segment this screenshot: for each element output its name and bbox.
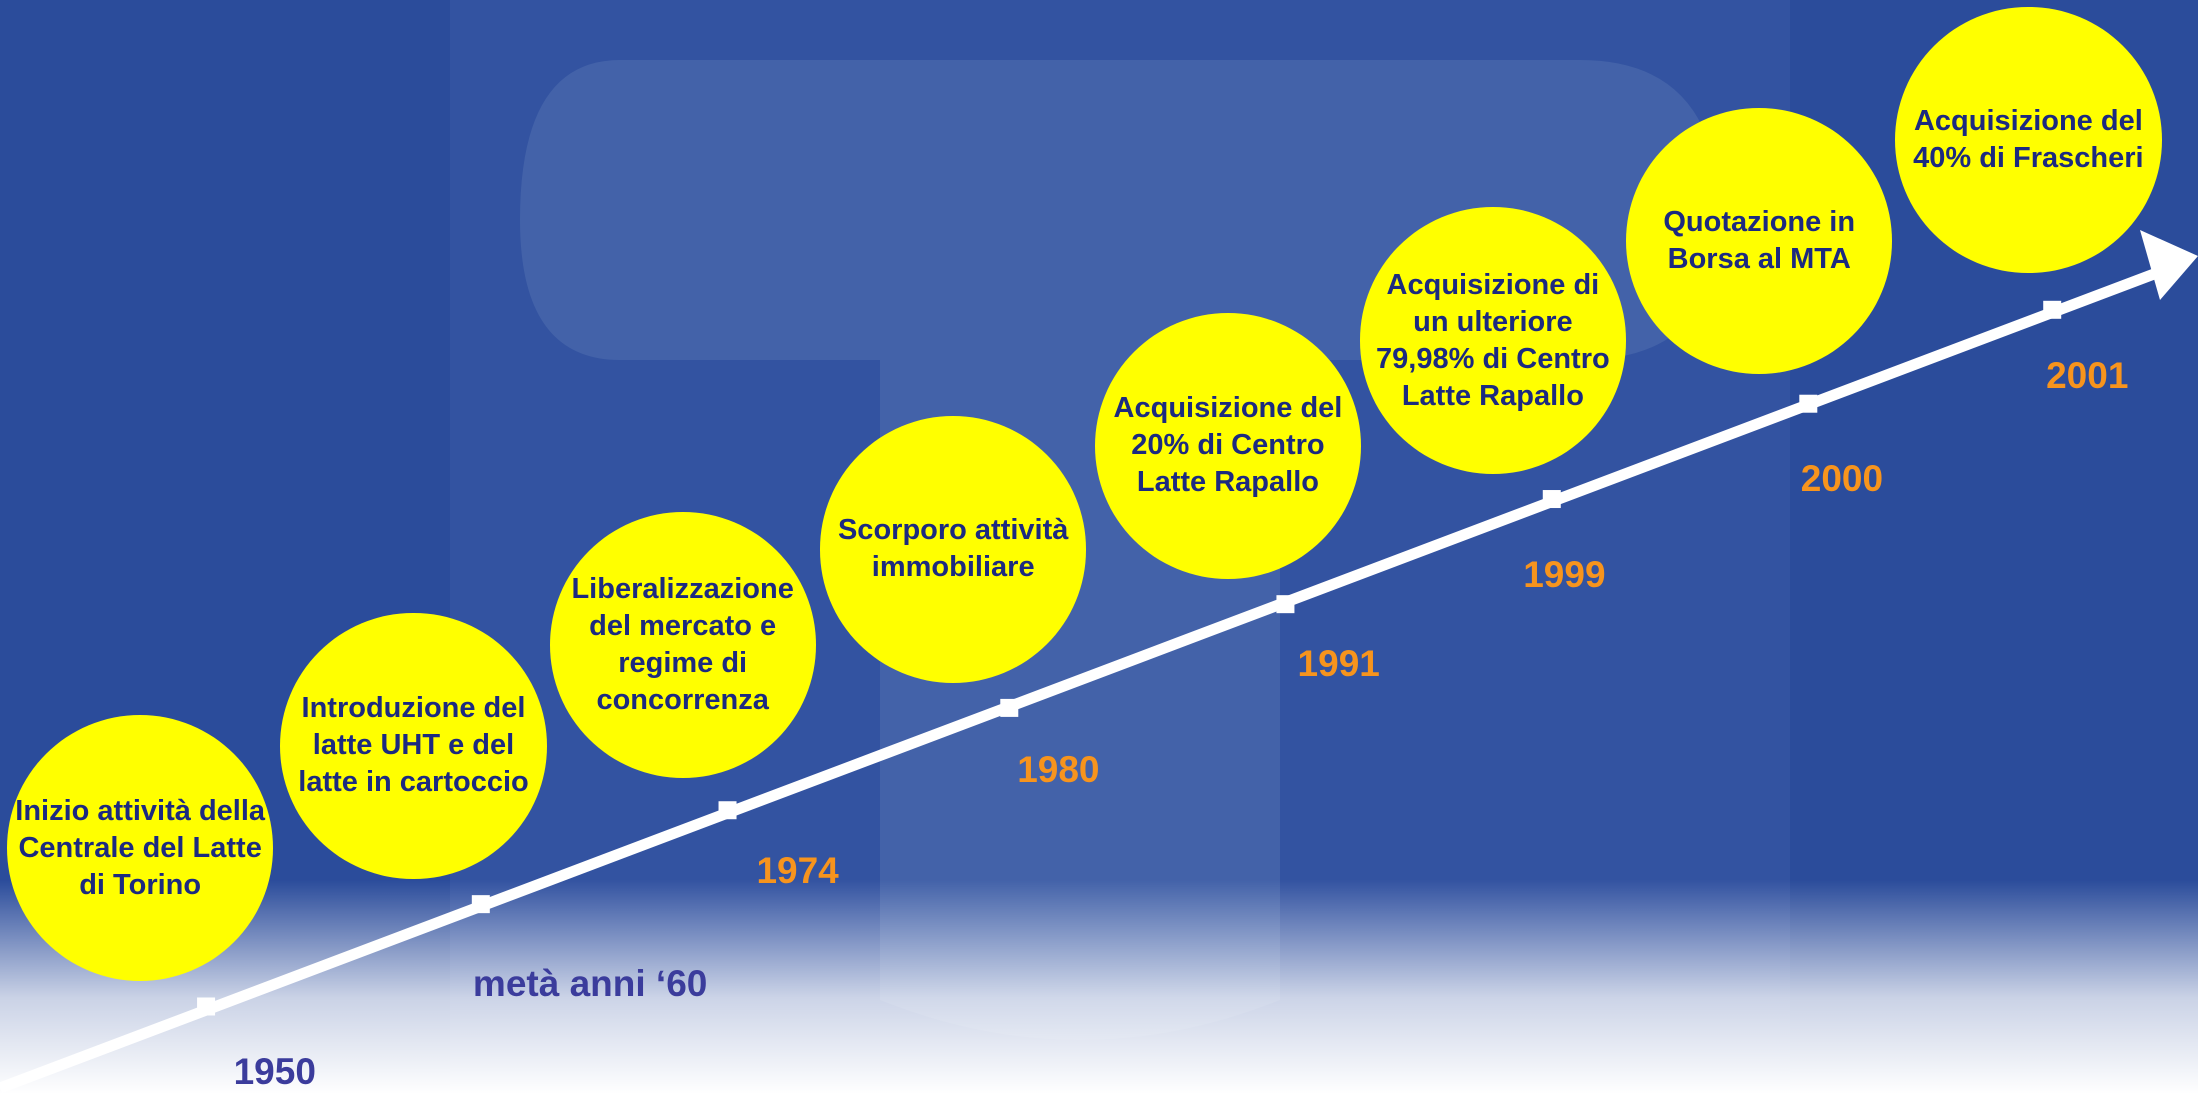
timeline-tick bbox=[718, 801, 737, 820]
timeline-tick bbox=[197, 997, 216, 1016]
event-bubble: Inizio attività della Centrale del Latte… bbox=[7, 714, 274, 982]
event-year: 1980 bbox=[1017, 748, 1100, 790]
event-bubble: Scorporo attività immobiliare bbox=[820, 416, 1087, 683]
timeline-axis bbox=[0, 230, 2198, 1094]
event-year: 1974 bbox=[756, 849, 839, 891]
event-year: 1950 bbox=[233, 1051, 316, 1093]
timeline-tick bbox=[1000, 698, 1019, 717]
event-bubble: Introduzione del latte UHT e del latte i… bbox=[280, 612, 547, 879]
event-year: 1991 bbox=[1297, 643, 1380, 685]
timeline-tick bbox=[1542, 490, 1561, 509]
timeline-arrow bbox=[2140, 230, 2198, 300]
event-bubble: Quotazione in Borsa al MTA bbox=[1626, 107, 1893, 375]
event-bubble: Acquisizione del 20% di Centro Latte Rap… bbox=[1094, 312, 1362, 579]
bottom-fade bbox=[0, 880, 2198, 1094]
event-year: 1999 bbox=[1523, 553, 1606, 595]
event-year: 2001 bbox=[2046, 354, 2129, 396]
timeline-tick bbox=[471, 895, 490, 914]
event-bubble: Acquisizione del 40% di Frascheri bbox=[1895, 7, 2162, 274]
timeline-tick bbox=[2043, 300, 2062, 319]
event-year: metà anni ‘60 bbox=[472, 963, 708, 1005]
event-year: 2000 bbox=[1800, 458, 1884, 500]
timeline-tick bbox=[1799, 394, 1818, 413]
event-bubble: Acquisizione di un ulteriore 79,98% di C… bbox=[1359, 207, 1627, 474]
event-bubble: Liberalizzazione del mercato e regime di… bbox=[549, 511, 816, 778]
timeline-tick bbox=[1276, 595, 1295, 614]
